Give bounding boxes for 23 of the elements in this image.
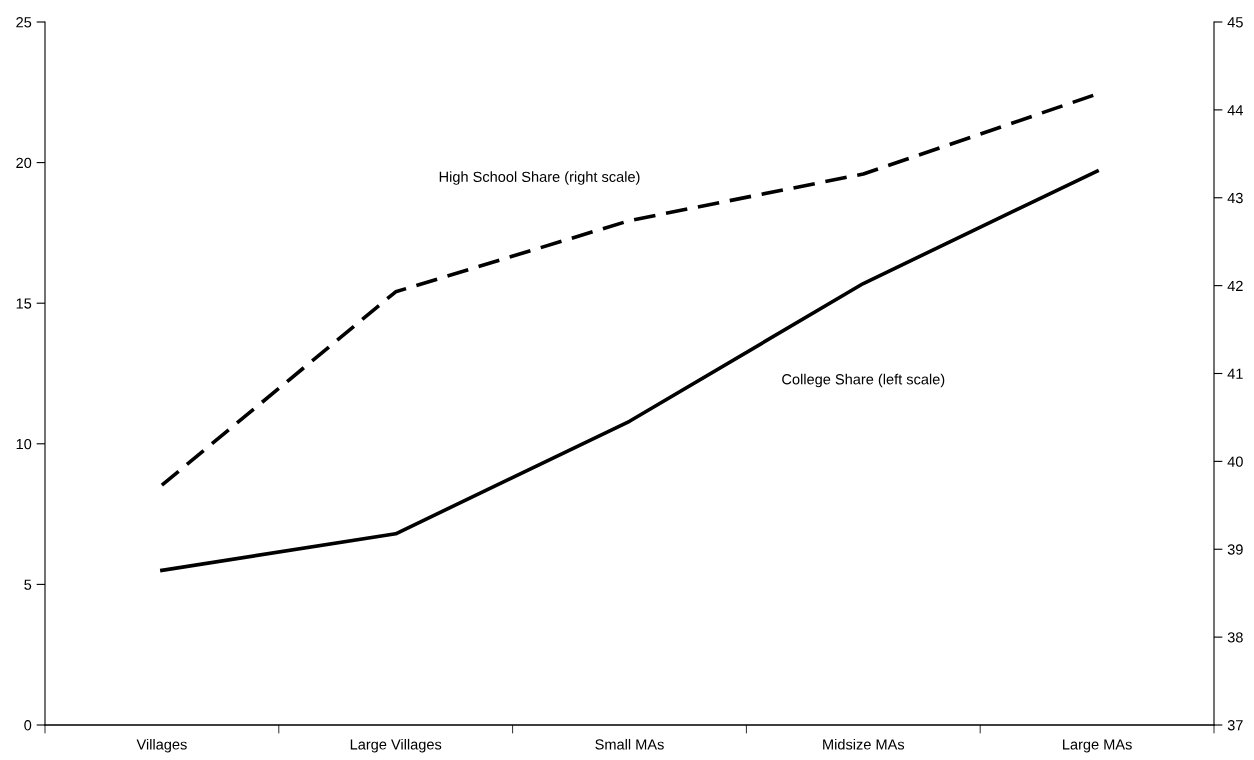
x-tick-label: Midsize MAs (823, 738, 905, 750)
y2-tick-label: 38 (1227, 632, 1243, 643)
y-tick-label: 25 (16, 17, 32, 28)
line-series (160, 169, 1099, 573)
y-tick-label: 15 (16, 298, 32, 309)
y2-tick-label: 45 (1227, 17, 1243, 28)
x-tick-label: Villages (136, 738, 187, 753)
x-tick-label: Small MAs (595, 738, 664, 750)
text: High School Share (right scale) (439, 171, 640, 185)
y-tick-label: 0 (24, 720, 32, 731)
y2-tick-label: 42 (1227, 280, 1243, 291)
x-tick-label: Large MAs (1063, 739, 1132, 753)
x-tick-label: Large Villages (350, 738, 442, 753)
y2-tick-label: 44 (1227, 105, 1243, 116)
y2-tick-label: 41 (1227, 368, 1243, 379)
y2-tick-label: 43 (1227, 192, 1243, 204)
y-tick-label: 20 (16, 157, 32, 169)
y-tick-label: 5 (24, 579, 32, 590)
text: College Share (left scale) (782, 373, 945, 388)
y-tick-label: 10 (16, 438, 32, 450)
y2-tick-label: 40 (1227, 456, 1243, 467)
y2-tick-label: 37 (1227, 720, 1243, 731)
y2-tick-label: 39 (1227, 544, 1243, 555)
